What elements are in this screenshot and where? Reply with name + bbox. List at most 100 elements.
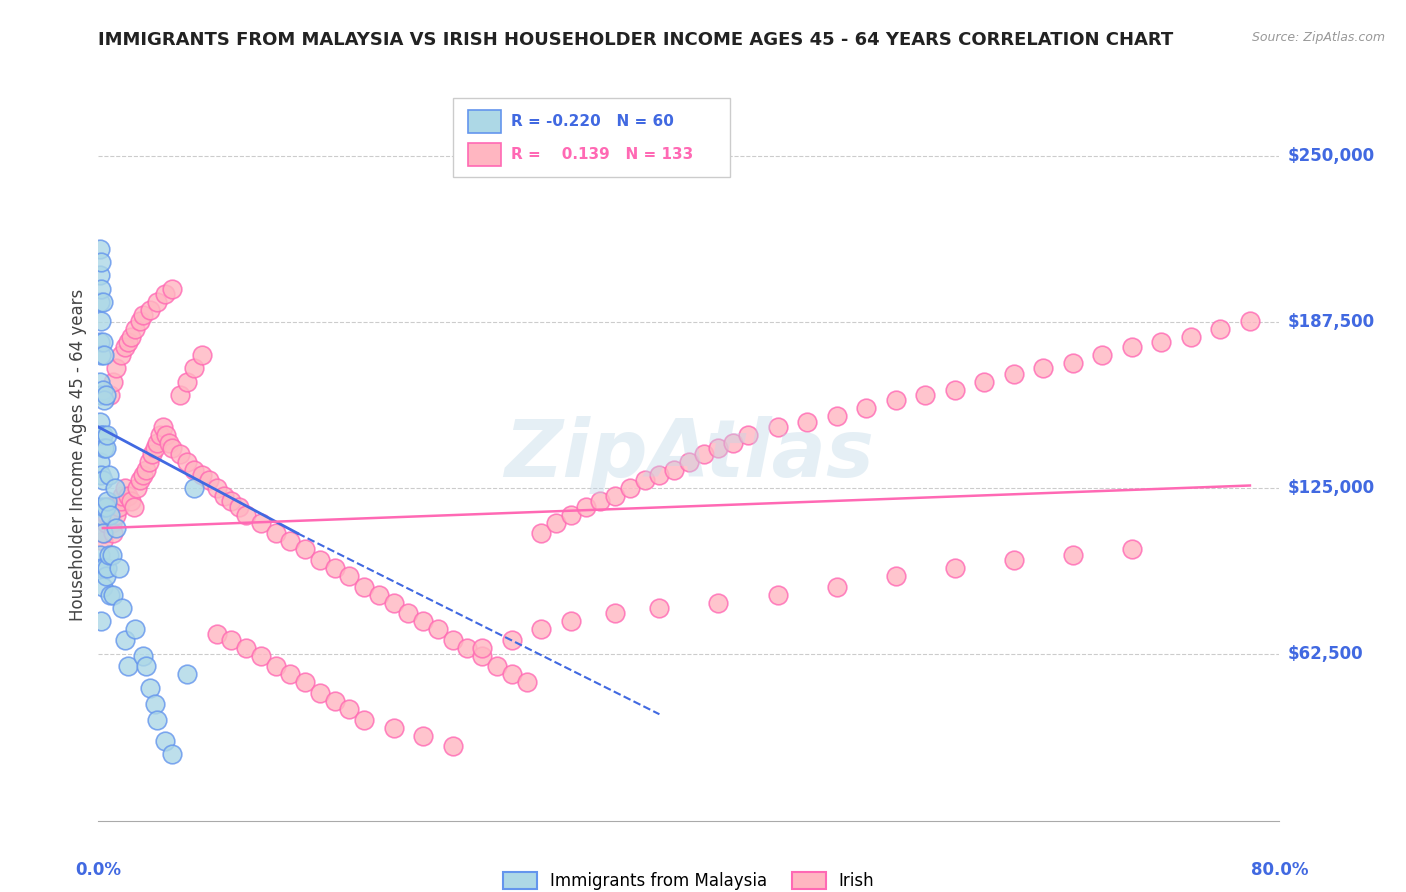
- Point: [93, 561, 115, 575]
- Point: [884, 393, 907, 408]
- Point: [91, 383, 114, 397]
- Point: [90, 282, 112, 296]
- Point: [412, 614, 434, 628]
- Point: [560, 508, 582, 522]
- Point: [574, 500, 596, 514]
- Point: [235, 640, 257, 655]
- Point: [90, 388, 112, 402]
- FancyBboxPatch shape: [468, 143, 501, 166]
- Point: [309, 553, 332, 567]
- Point: [486, 659, 509, 673]
- Text: $250,000: $250,000: [1288, 146, 1375, 165]
- Point: [89, 268, 111, 283]
- Point: [111, 600, 134, 615]
- Point: [825, 409, 848, 424]
- Point: [309, 686, 332, 700]
- Point: [191, 467, 214, 482]
- Point: [91, 334, 114, 349]
- Point: [105, 521, 128, 535]
- Point: [98, 508, 121, 522]
- Point: [515, 675, 537, 690]
- Point: [103, 588, 125, 602]
- Point: [1121, 340, 1143, 354]
- Point: [368, 588, 391, 602]
- Point: [162, 282, 183, 296]
- Point: [501, 632, 523, 647]
- Point: [146, 436, 169, 450]
- Point: [427, 622, 450, 636]
- Point: [91, 473, 114, 487]
- Point: [93, 393, 115, 408]
- Point: [648, 467, 671, 482]
- Point: [176, 375, 198, 389]
- Point: [98, 588, 121, 602]
- Point: [132, 648, 155, 663]
- Point: [825, 580, 848, 594]
- Point: [135, 659, 157, 673]
- Point: [1002, 367, 1025, 381]
- Point: [501, 667, 523, 681]
- FancyBboxPatch shape: [468, 110, 501, 133]
- Point: [90, 428, 112, 442]
- Point: [294, 675, 316, 690]
- Text: IMMIGRANTS FROM MALAYSIA VS IRISH HOUSEHOLDER INCOME AGES 45 - 64 YEARS CORRELAT: IMMIGRANTS FROM MALAYSIA VS IRISH HOUSEH…: [98, 31, 1174, 49]
- Point: [855, 401, 877, 416]
- Text: R = -0.220   N = 60: R = -0.220 N = 60: [510, 114, 673, 128]
- Point: [157, 436, 180, 450]
- Point: [104, 481, 127, 495]
- Point: [91, 580, 114, 594]
- Point: [98, 388, 121, 402]
- Point: [721, 436, 744, 450]
- Point: [264, 659, 287, 673]
- Legend: Immigrants from Malaysia, Irish: Immigrants from Malaysia, Irish: [496, 865, 882, 892]
- Point: [100, 516, 122, 530]
- Point: [89, 415, 111, 429]
- Point: [89, 242, 111, 256]
- Point: [90, 255, 112, 269]
- Point: [97, 467, 120, 482]
- Point: [149, 428, 172, 442]
- Point: [530, 526, 553, 541]
- Point: [169, 388, 191, 402]
- Point: [250, 516, 273, 530]
- Point: [278, 534, 302, 549]
- Point: [89, 375, 111, 389]
- Point: [120, 494, 142, 508]
- Point: [94, 388, 117, 402]
- Point: [98, 500, 121, 514]
- Text: 80.0%: 80.0%: [1251, 861, 1308, 879]
- Point: [97, 548, 120, 562]
- Point: [278, 667, 302, 681]
- Text: $187,500: $187,500: [1288, 313, 1375, 331]
- Point: [90, 348, 112, 362]
- Point: [664, 462, 686, 476]
- Point: [155, 428, 177, 442]
- Point: [162, 442, 183, 456]
- Point: [183, 462, 205, 476]
- Point: [943, 383, 966, 397]
- Point: [648, 600, 671, 615]
- Point: [337, 702, 360, 716]
- Point: [1002, 553, 1025, 567]
- Point: [89, 548, 111, 562]
- Point: [456, 640, 478, 655]
- Point: [110, 494, 132, 508]
- Point: [1032, 361, 1054, 376]
- Text: Source: ZipAtlas.com: Source: ZipAtlas.com: [1251, 31, 1385, 45]
- Point: [153, 734, 176, 748]
- Point: [382, 721, 405, 735]
- Point: [323, 694, 346, 708]
- Point: [96, 494, 118, 508]
- Text: R =    0.139   N = 133: R = 0.139 N = 133: [510, 147, 693, 161]
- Point: [633, 473, 655, 487]
- Point: [105, 361, 128, 376]
- Point: [125, 481, 148, 495]
- Point: [294, 542, 316, 557]
- Point: [250, 648, 273, 663]
- Point: [914, 388, 936, 402]
- Point: [176, 454, 198, 468]
- Point: [93, 526, 115, 541]
- Point: [91, 534, 114, 549]
- Point: [96, 428, 118, 442]
- Text: $125,000: $125,000: [1288, 479, 1375, 497]
